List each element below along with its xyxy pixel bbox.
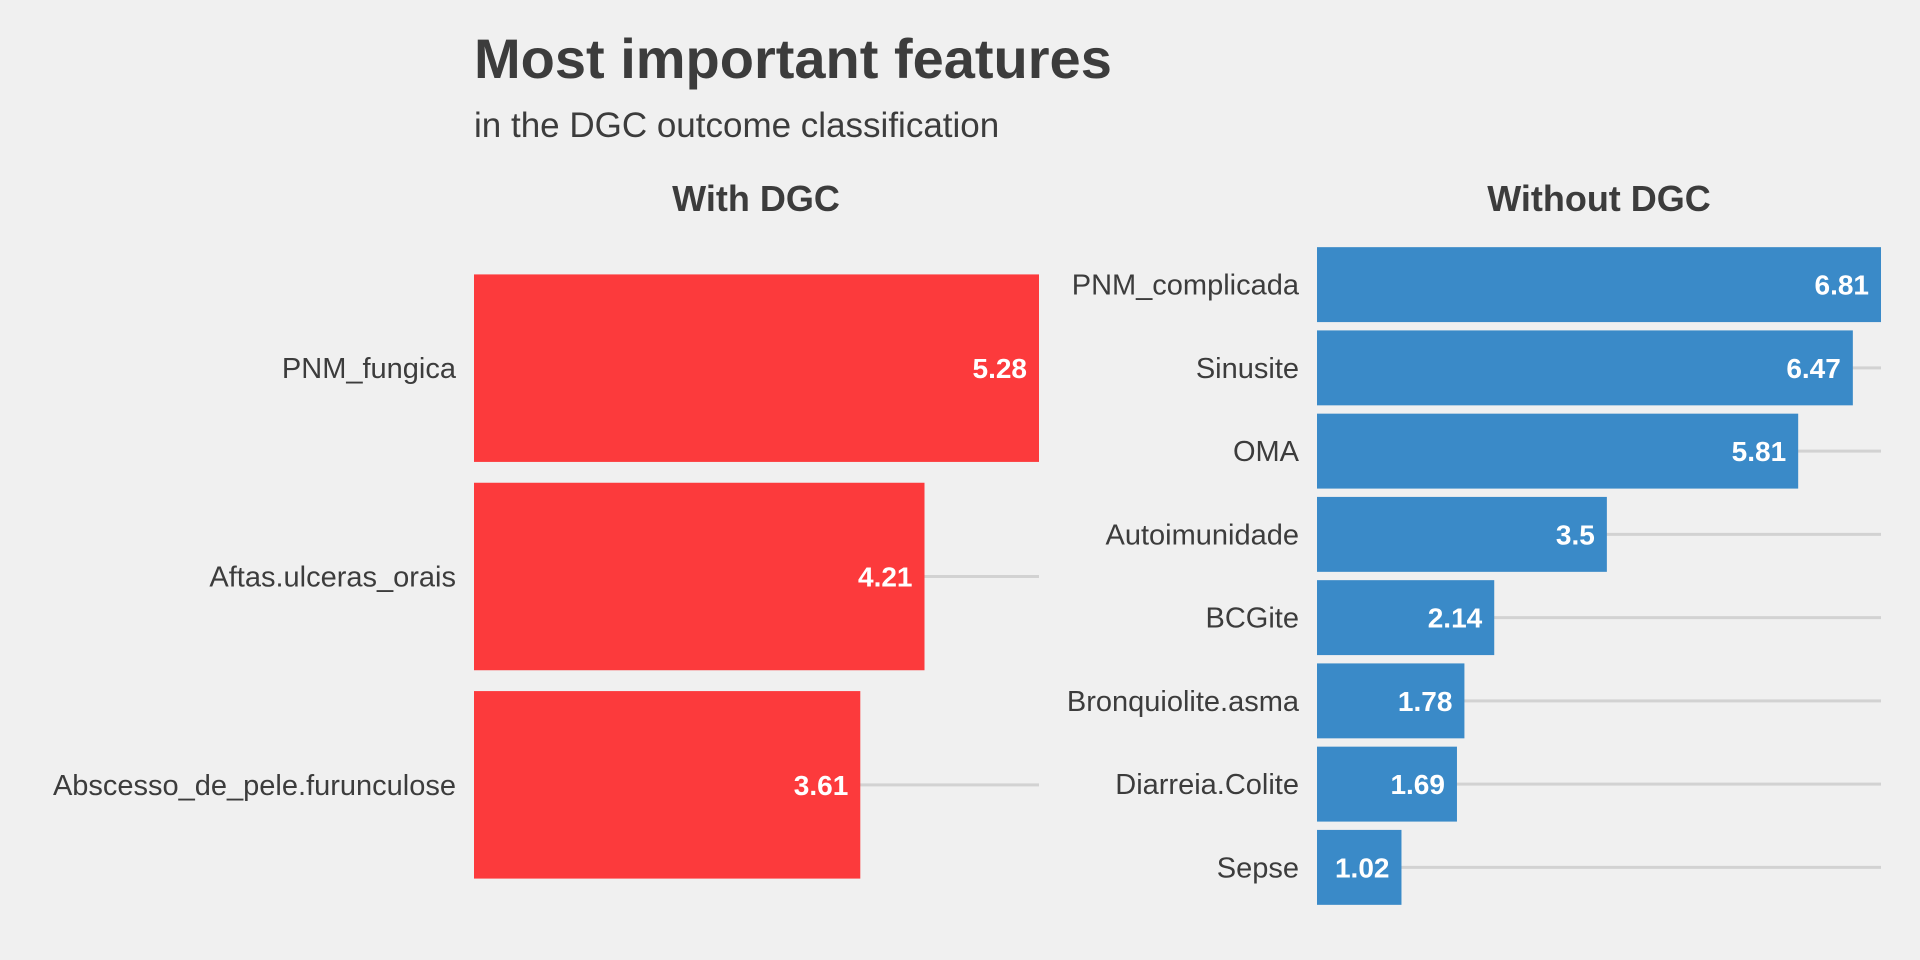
chart-title: Most important features bbox=[474, 27, 1112, 90]
bar-diarreia-colite bbox=[1317, 746, 1457, 822]
value-label: 2.14 bbox=[1428, 603, 1483, 634]
category-label: PNM_complicada bbox=[1072, 270, 1300, 302]
bar-aftas-ulceras-orais bbox=[474, 482, 925, 671]
category-label: Diarreia.Colite bbox=[1115, 769, 1299, 801]
bar-bcgite bbox=[1317, 580, 1495, 656]
value-label: 5.28 bbox=[973, 353, 1028, 384]
bar-bronquiolite-asma bbox=[1317, 663, 1465, 739]
panel-without-dgc: Without DGC PNM_complicada 6.81 Sinusite 6.… bbox=[1067, 178, 1881, 905]
panel-with-dgc: With DGC PNM_fungica 5.28 Aftas.ulceras_or… bbox=[53, 178, 1039, 879]
bar-abscesso-de-pele-furunculose bbox=[474, 691, 861, 879]
category-label: Aftas.ulceras_orais bbox=[209, 562, 456, 594]
value-label: 4.21 bbox=[858, 562, 913, 593]
value-label: 5.81 bbox=[1732, 436, 1787, 467]
category-label: Sepse bbox=[1217, 852, 1299, 884]
value-label: 1.69 bbox=[1390, 769, 1445, 800]
bar-sinusite bbox=[1317, 330, 1853, 406]
value-label: 6.81 bbox=[1815, 270, 1870, 301]
bar-pnm-complicada bbox=[1317, 247, 1881, 323]
category-label: Abscesso_de_pele.furunculose bbox=[53, 770, 456, 802]
category-label: OMA bbox=[1233, 436, 1300, 468]
category-label: Autoimunidade bbox=[1106, 519, 1299, 551]
panel-title-without-dgc: Without DGC bbox=[1487, 178, 1711, 219]
bar-sepse bbox=[1317, 829, 1402, 905]
category-label: BCGite bbox=[1206, 603, 1299, 635]
chart-subtitle: in the DGC outcome classification bbox=[474, 106, 999, 145]
bar-oma bbox=[1317, 413, 1799, 489]
value-label: 3.5 bbox=[1556, 519, 1595, 550]
category-label: PNM_fungica bbox=[282, 353, 457, 385]
panel-title-with-dgc: With DGC bbox=[672, 178, 840, 219]
value-label: 1.02 bbox=[1335, 852, 1390, 883]
value-label: 1.78 bbox=[1398, 686, 1453, 717]
bar-pnm-fungica bbox=[474, 274, 1039, 462]
bar-autoimunidade bbox=[1317, 496, 1607, 572]
value-label: 6.47 bbox=[1786, 353, 1841, 384]
category-label: Bronquiolite.asma bbox=[1067, 686, 1300, 718]
category-label: Sinusite bbox=[1196, 353, 1299, 385]
value-label: 3.61 bbox=[794, 770, 849, 801]
